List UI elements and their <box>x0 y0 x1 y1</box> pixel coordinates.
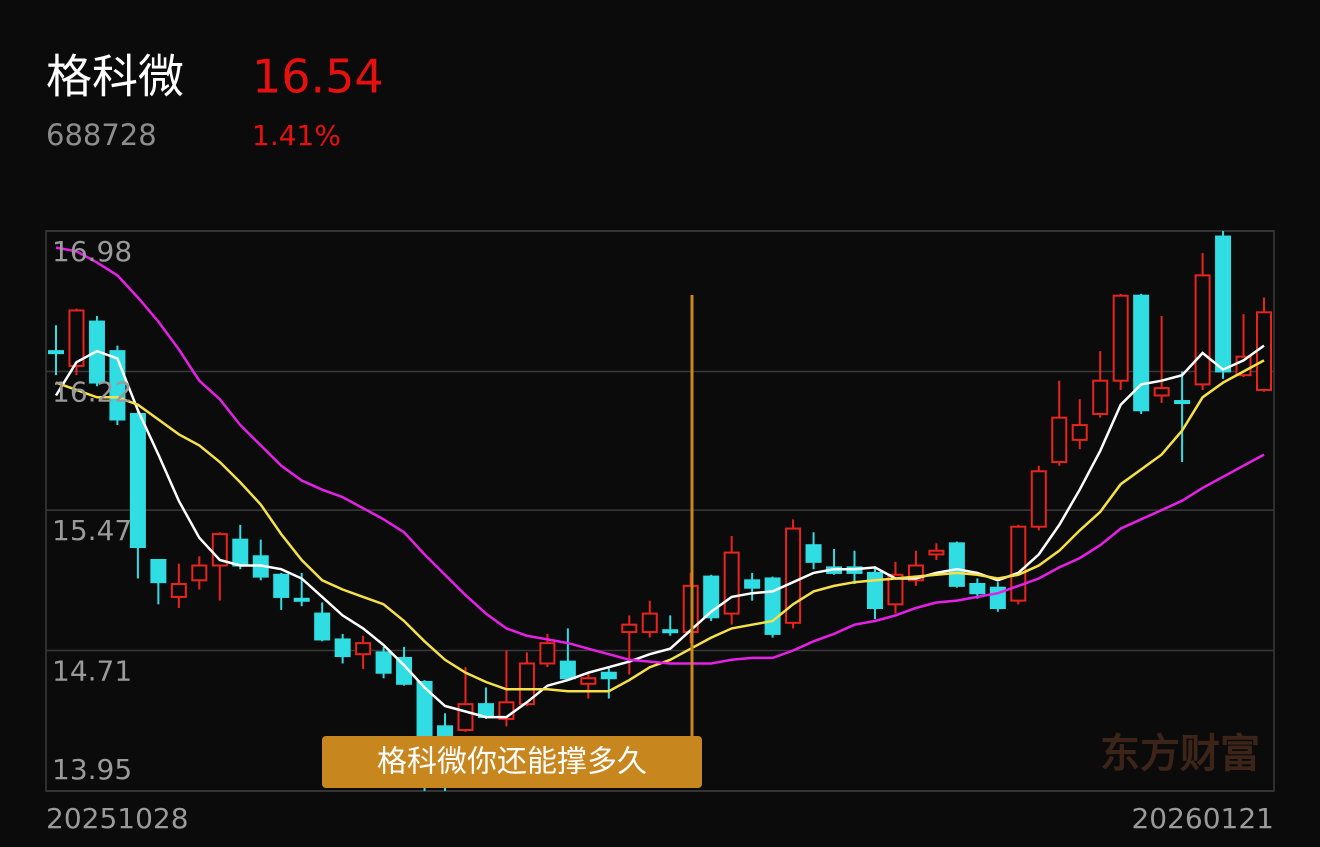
candle-body <box>662 629 679 634</box>
candle-body <box>703 575 720 619</box>
y-tick-label: 15.47 <box>52 514 132 547</box>
candle-body <box>1030 470 1047 528</box>
candle-body <box>928 549 945 556</box>
candle-body <box>416 680 433 737</box>
ma-line <box>55 246 1265 665</box>
candle-body <box>170 583 187 598</box>
candle-body <box>1256 311 1272 391</box>
ma-lines <box>54 246 1265 719</box>
y-tick-label: 14.71 <box>52 655 132 688</box>
watermark: 东方财富 <box>1100 731 1260 777</box>
candle-body <box>969 583 986 595</box>
candle-body <box>334 638 351 658</box>
candle-body <box>887 573 904 606</box>
candle-body <box>518 662 535 706</box>
y-tick-label: 16.22 <box>52 375 132 408</box>
candle-body <box>68 309 85 367</box>
candle-body <box>723 551 740 615</box>
candle-body <box>129 412 146 549</box>
candle-body <box>457 703 474 732</box>
y-tick-label: 16.98 <box>52 235 132 268</box>
candle-body <box>1092 379 1109 415</box>
candle-body <box>1215 235 1232 373</box>
candle-body <box>785 527 802 624</box>
candle-body <box>314 612 331 641</box>
candle-body <box>744 579 761 589</box>
candle-body <box>641 612 658 634</box>
candle-body <box>805 544 822 563</box>
candle-body <box>396 656 413 685</box>
candle-body <box>948 542 965 587</box>
candle-body <box>273 573 290 598</box>
annotation-text: 格科微你还能撑多久 <box>377 745 647 780</box>
stock-name: 格科微 <box>46 50 184 104</box>
y-tick-label: 13.95 <box>52 753 132 786</box>
candle-body <box>764 577 781 635</box>
candle-body <box>48 350 64 355</box>
candle-body <box>1153 387 1170 397</box>
x-end-label: 20260121 <box>1131 802 1274 835</box>
axis-labels: 16.98 16.22 15.47 14.71 13.95 20251028 2026012… <box>46 235 1274 835</box>
candle-body <box>437 725 454 737</box>
candle-body <box>539 642 556 665</box>
candle-body <box>580 677 597 685</box>
x-start-label: 20251028 <box>46 802 189 835</box>
candle-body <box>1010 525 1027 602</box>
candle-body <box>559 660 576 680</box>
candle-body <box>355 642 372 656</box>
candle-body <box>866 571 883 610</box>
candle-body <box>293 597 310 602</box>
ma-line <box>54 344 1265 719</box>
candle-body <box>621 623 638 634</box>
candle-body <box>150 558 167 584</box>
candle-body <box>1051 416 1068 464</box>
candle-body <box>1174 400 1191 405</box>
candle-body <box>191 564 208 582</box>
stock-code: 688728 <box>46 118 157 152</box>
stock-price: 16.54 <box>252 50 384 104</box>
stock-change: 1.41% <box>252 119 341 152</box>
candle-body <box>1071 424 1088 441</box>
candle-body <box>375 651 392 674</box>
candle-body <box>232 538 249 567</box>
candle-body <box>600 671 617 680</box>
candle-body <box>1112 294 1129 382</box>
candle-body <box>1133 294 1150 412</box>
candle-body <box>1194 274 1211 386</box>
annotation-box <box>322 736 702 788</box>
